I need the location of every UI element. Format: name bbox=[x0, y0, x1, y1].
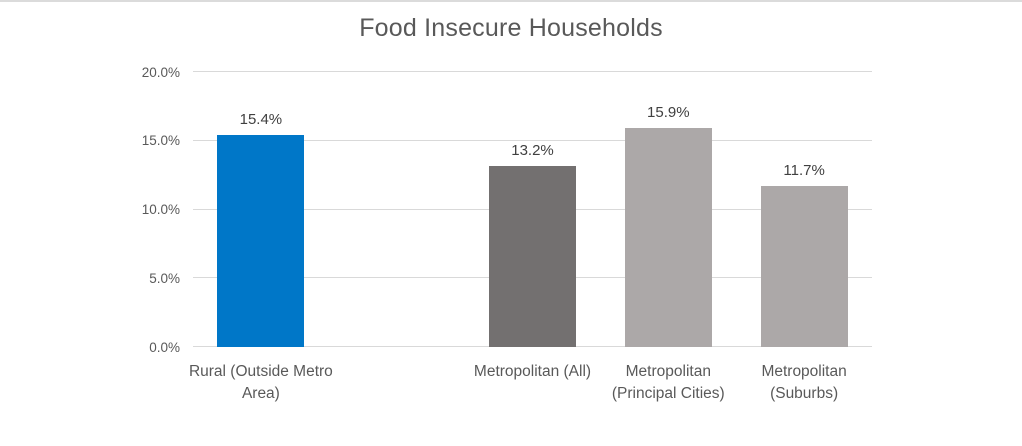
y-axis-tick-label: 0.0% bbox=[149, 339, 180, 355]
x-axis: Rural (Outside Metro Area) Metropolitan (… bbox=[189, 361, 872, 441]
bar-4 bbox=[760, 186, 848, 347]
bar-2 bbox=[489, 165, 576, 347]
bar-value-label: 15.9% bbox=[647, 104, 690, 122]
y-axis: 0.0% 5.0% 10.0% 15.0% 20.0% bbox=[100, 65, 180, 353]
top-border-line bbox=[0, 0, 1022, 2]
x-axis-category-label: Metropolitan (Suburbs) bbox=[761, 363, 847, 403]
gridline bbox=[193, 139, 872, 141]
y-axis-tick-label: 20.0% bbox=[141, 64, 180, 80]
chart-title: Food Insecure Households bbox=[359, 14, 663, 42]
plot-area: 15.4% 13.2% 15.9% 11.7% bbox=[193, 71, 872, 347]
y-axis-tick-label: 15.0% bbox=[141, 133, 180, 148]
bar-3 bbox=[624, 128, 712, 347]
bar-1 bbox=[217, 135, 305, 347]
gridline bbox=[193, 71, 872, 72]
y-axis-tick-label: 10.0% bbox=[141, 201, 180, 217]
x-axis-category-label: Metropolitan (Principal Cities) bbox=[611, 363, 725, 403]
x-axis-category-label: Metropolitan (All) bbox=[473, 363, 592, 380]
x-axis-category-label: Rural (Outside Metro Area) bbox=[188, 363, 333, 403]
bar-value-label: 13.2% bbox=[511, 141, 554, 159]
bar-value-label: 15.4% bbox=[239, 111, 283, 129]
bar-value-label: 11.7% bbox=[783, 162, 825, 180]
y-axis-tick-label: 5.0% bbox=[149, 270, 180, 286]
